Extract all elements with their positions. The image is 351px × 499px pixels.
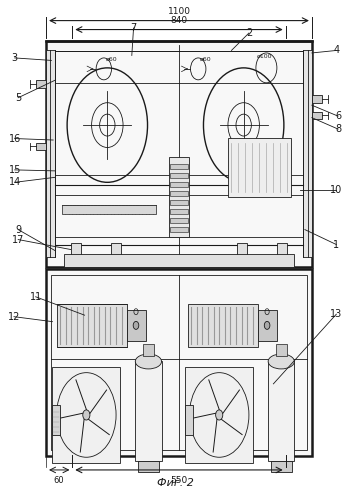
Bar bbox=[46, 269, 312, 456]
Bar bbox=[143, 344, 154, 356]
Bar bbox=[51, 275, 307, 450]
Circle shape bbox=[133, 321, 139, 329]
Bar bbox=[170, 209, 188, 214]
Bar bbox=[52, 405, 60, 435]
Bar bbox=[228, 138, 291, 197]
Bar bbox=[303, 50, 312, 257]
Text: 12: 12 bbox=[8, 312, 20, 322]
Text: ø60: ø60 bbox=[106, 57, 117, 62]
Text: 16: 16 bbox=[8, 134, 21, 144]
Bar bbox=[170, 200, 188, 205]
Bar bbox=[127, 310, 146, 340]
Bar bbox=[271, 461, 292, 472]
Text: 13: 13 bbox=[330, 309, 343, 319]
Text: 7: 7 bbox=[131, 23, 137, 33]
Bar bbox=[277, 243, 287, 267]
Text: 14: 14 bbox=[8, 177, 21, 187]
Circle shape bbox=[216, 410, 223, 420]
Bar bbox=[71, 243, 81, 267]
Bar bbox=[46, 50, 55, 257]
Bar bbox=[170, 182, 188, 187]
Text: Фиг. 2: Фиг. 2 bbox=[157, 479, 194, 489]
Text: 6: 6 bbox=[335, 111, 341, 121]
Bar bbox=[64, 254, 294, 267]
Bar bbox=[170, 191, 188, 196]
Text: 550: 550 bbox=[170, 476, 188, 485]
Bar bbox=[170, 164, 188, 169]
Circle shape bbox=[264, 321, 270, 329]
Bar bbox=[170, 218, 188, 223]
Text: 8: 8 bbox=[335, 124, 341, 134]
Text: 4: 4 bbox=[333, 45, 339, 55]
Bar bbox=[36, 143, 46, 150]
Bar bbox=[185, 367, 253, 463]
Text: 5: 5 bbox=[15, 93, 21, 103]
Bar bbox=[188, 304, 258, 346]
Bar bbox=[36, 80, 46, 88]
Text: 15: 15 bbox=[8, 165, 21, 175]
Bar bbox=[111, 243, 121, 267]
Text: 10: 10 bbox=[330, 185, 343, 195]
Bar bbox=[170, 227, 188, 232]
Text: 2: 2 bbox=[246, 28, 252, 38]
Bar bbox=[312, 112, 322, 119]
Bar bbox=[185, 405, 193, 435]
Bar bbox=[135, 361, 161, 461]
Bar bbox=[138, 461, 159, 472]
Bar bbox=[312, 95, 322, 103]
Text: 11: 11 bbox=[29, 292, 42, 302]
Bar bbox=[276, 344, 286, 356]
Ellipse shape bbox=[135, 354, 161, 369]
Bar bbox=[237, 243, 247, 267]
Text: 1: 1 bbox=[333, 240, 339, 250]
Bar bbox=[57, 304, 127, 346]
Bar bbox=[170, 173, 188, 178]
Bar bbox=[46, 40, 312, 267]
Bar bbox=[168, 158, 190, 237]
Text: 17: 17 bbox=[12, 235, 24, 245]
Text: 840: 840 bbox=[171, 15, 187, 24]
Text: 9: 9 bbox=[15, 225, 21, 235]
Circle shape bbox=[83, 410, 90, 420]
Text: ø100: ø100 bbox=[257, 54, 272, 59]
Text: 1100: 1100 bbox=[167, 6, 191, 15]
Bar bbox=[258, 310, 277, 340]
Text: 3: 3 bbox=[12, 53, 18, 63]
Bar bbox=[62, 205, 156, 214]
Ellipse shape bbox=[268, 354, 294, 369]
Bar bbox=[52, 367, 120, 463]
Text: 60: 60 bbox=[54, 476, 64, 485]
Bar bbox=[268, 361, 294, 461]
Text: ø60: ø60 bbox=[200, 57, 212, 62]
